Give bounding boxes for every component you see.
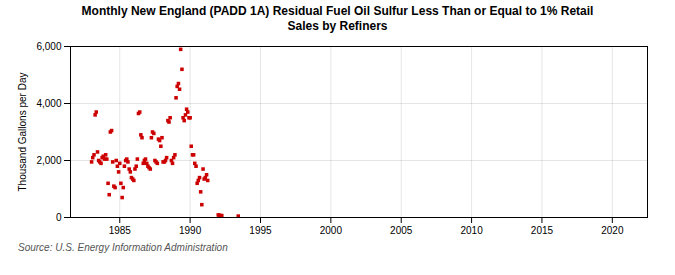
svg-text:2020: 2020 — [601, 225, 624, 236]
html-text:Source: U.S. Energy Informatio: Source: U.S. Energy Information Administ… — [18, 242, 228, 253]
svg-text:0: 0 — [56, 212, 62, 223]
svg-text:2010: 2010 — [460, 225, 483, 236]
svg-text:2015: 2015 — [531, 225, 554, 236]
svg-text:Thousand Gallons per Day: Thousand Gallons per Day — [17, 73, 28, 192]
svg-text:1990: 1990 — [179, 225, 202, 236]
svg-text:1985: 1985 — [109, 225, 132, 236]
svg-text:2,000: 2,000 — [36, 155, 61, 166]
svg-text:6,000: 6,000 — [36, 41, 61, 52]
html-text:Monthly New England (PADD 1A): Monthly New England (PADD 1A) Residual F… — [81, 4, 594, 33]
svg-text:1995: 1995 — [249, 225, 272, 236]
svg-text:2005: 2005 — [390, 225, 413, 236]
svg-text:2000: 2000 — [320, 225, 343, 236]
svg-text:4,000: 4,000 — [36, 98, 61, 109]
